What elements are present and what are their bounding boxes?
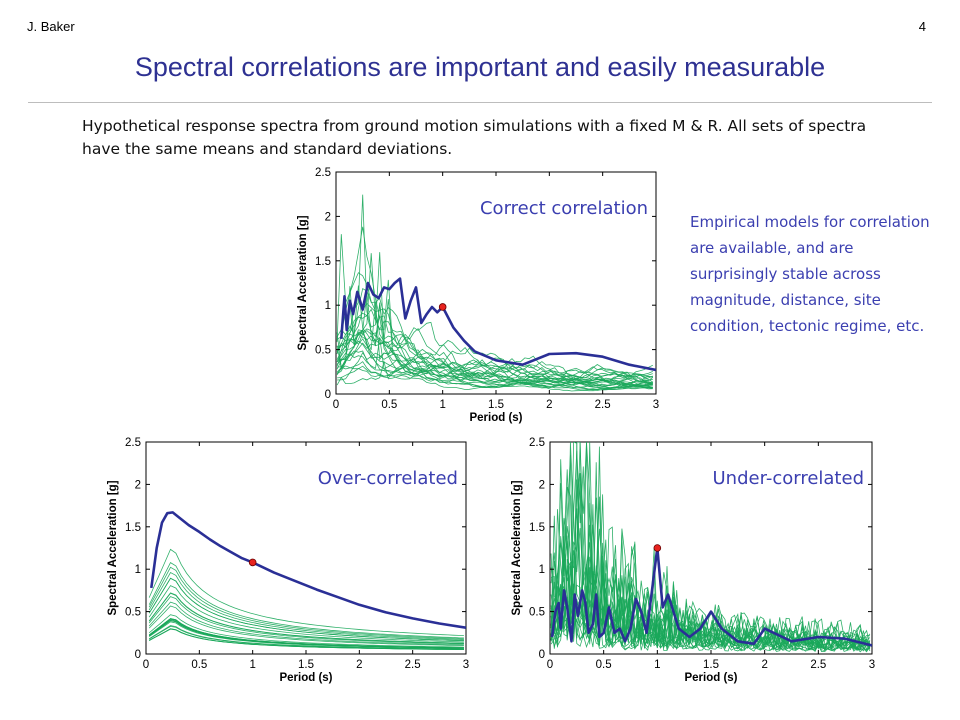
page-number: 4 [918, 19, 926, 34]
x-axis-label: Period (s) [469, 412, 522, 424]
simulation-line [336, 287, 653, 385]
simulation-line [148, 592, 464, 644]
y-tick-label: 2.5 [315, 167, 331, 179]
conditioning-point-marker [248, 558, 257, 567]
simulation-line [550, 565, 871, 650]
x-tick-label: 0.5 [381, 399, 397, 411]
x-tick-label: 3 [653, 399, 659, 411]
x-axis-label: Period (s) [279, 672, 332, 684]
x-tick-label: 1 [249, 659, 255, 671]
x-tick-label: 3 [869, 659, 875, 671]
x-tick-label: 2.5 [595, 399, 611, 411]
x-tick-label: 0 [143, 659, 149, 671]
simulation-line [149, 628, 464, 651]
y-tick-label: 2 [135, 479, 141, 491]
x-tick-label: 0 [547, 659, 553, 671]
panel-title: Over-correlated [318, 468, 458, 489]
simulation-line [336, 350, 653, 389]
simulation-line [148, 585, 464, 643]
simulation-line [148, 614, 464, 648]
x-tick-label: 3 [463, 659, 469, 671]
y-tick-label: 1 [135, 564, 141, 576]
simulation-line [148, 577, 464, 642]
y-tick-label: 1 [539, 564, 545, 576]
simulation-line [148, 625, 464, 650]
y-tick-label: 0 [325, 389, 331, 401]
conditioning-point-marker [653, 544, 662, 552]
panel-title: Correct correlation [480, 198, 648, 219]
y-tick-label: 2.5 [125, 437, 141, 449]
x-tick-label: 2 [546, 399, 552, 411]
title-divider [28, 102, 932, 103]
sidenote-text: Empirical models for correlation are ava… [690, 213, 930, 335]
y-tick-label: 0.5 [529, 607, 545, 619]
x-tick-label: 1.5 [298, 659, 314, 671]
simulation-line [148, 566, 464, 640]
simulation-line [336, 226, 653, 384]
chart-under-correlated: 0 0.5 1 1.5 2 2.5 3 0 0.5 1 1.5 2 2.5 Period (s) Spect… [511, 437, 875, 684]
simulation-line [148, 605, 464, 646]
x-tick-label: 2.5 [810, 659, 826, 671]
y-tick-label: 1.5 [315, 256, 331, 268]
simulation-line [336, 279, 653, 384]
y-tick-label: 1.5 [529, 522, 545, 534]
y-tick-label: 0.5 [315, 345, 331, 357]
author-name: J. Baker [27, 19, 75, 34]
highlighted-spectrum-line [340, 277, 656, 372]
simulation-line [550, 528, 870, 650]
x-tick-label: 0.5 [191, 659, 207, 671]
simulation-spectra [148, 548, 464, 651]
chart-over-correlated: 0 0.5 1 1.5 2 2.5 3 0 0.5 1 1.5 2 2.5 Period (s) Spect… [107, 437, 469, 684]
y-tick-label: 2 [325, 211, 331, 223]
simulation-line [336, 301, 653, 382]
panel-title: Under-correlated [713, 468, 865, 489]
simulation-line [148, 596, 464, 645]
x-tick-label: 0 [333, 399, 339, 411]
x-tick-label: 2 [761, 659, 767, 671]
simulation-line [148, 571, 464, 641]
y-tick-label: 1 [325, 300, 331, 312]
simulation-line [336, 286, 654, 386]
x-tick-label: 0.5 [596, 659, 612, 671]
x-tick-label: 2.5 [405, 659, 421, 671]
simulation-line [550, 442, 871, 647]
simulation-line [337, 367, 653, 391]
y-tick-label: 0.5 [125, 607, 141, 619]
simulation-line [336, 329, 653, 387]
chart-correct-correlation: 0 0.5 1 1.5 2 2.5 3 0 0.5 1 1.5 2 2.5 Period (s) Spect… [297, 167, 659, 424]
x-tick-label: 1 [654, 659, 660, 671]
simulation-line [148, 548, 464, 636]
x-tick-label: 2 [356, 659, 362, 671]
y-tick-label: 2 [539, 479, 545, 491]
highlighted-spectrum-line [150, 511, 466, 629]
simulation-line [336, 253, 653, 384]
y-axis-label: Spectral Acceleration [g] [511, 480, 523, 615]
simulation-line [148, 620, 464, 649]
y-tick-label: 0 [135, 649, 141, 661]
slide-title: Spectral correlations are important and … [134, 52, 826, 82]
simulation-line [336, 302, 653, 387]
simulation-spectra [336, 194, 654, 392]
simulation-line [148, 562, 464, 639]
y-tick-label: 2.5 [529, 437, 545, 449]
y-axis-label: Spectral Acceleration [g] [297, 215, 309, 350]
x-tick-label: 1.5 [703, 659, 719, 671]
simulation-line [550, 542, 871, 650]
highlighted-spectrum-line [550, 546, 872, 647]
conditioning-point-marker [438, 303, 447, 311]
y-axis-label: Spectral Acceleration [g] [107, 480, 119, 615]
x-axis-label: Period (s) [684, 672, 737, 684]
x-tick-label: 1.5 [488, 399, 504, 411]
simulation-line [336, 302, 653, 385]
y-tick-label: 1.5 [125, 522, 141, 534]
intro-text: Hypothetical response spectra from groun… [82, 117, 867, 158]
simulation-line [337, 337, 653, 389]
simulation-line [148, 601, 464, 646]
x-tick-label: 1 [439, 399, 445, 411]
y-tick-label: 0 [539, 649, 545, 661]
simulation-line [550, 583, 871, 653]
